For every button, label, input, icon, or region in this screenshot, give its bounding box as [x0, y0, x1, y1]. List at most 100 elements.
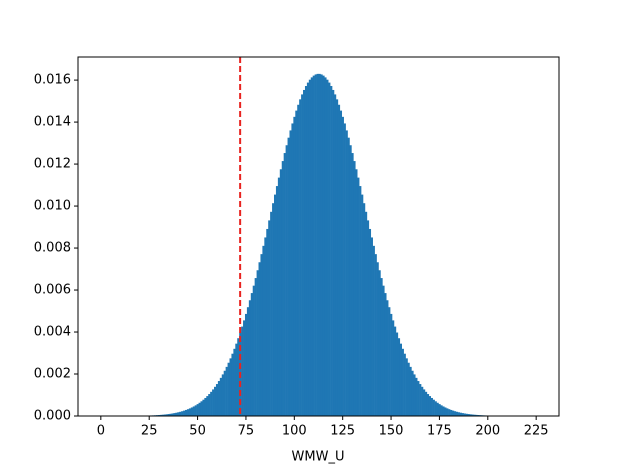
bar — [363, 203, 366, 416]
bar — [301, 94, 304, 417]
y-tick-label: 0.012 — [34, 157, 71, 172]
bar — [314, 74, 317, 417]
bar — [459, 412, 462, 416]
bar — [308, 79, 312, 417]
bar — [254, 278, 257, 416]
bar — [248, 300, 252, 416]
bar — [285, 145, 288, 417]
bar — [202, 399, 205, 416]
bar — [324, 77, 327, 417]
bar — [225, 366, 228, 416]
bar — [194, 405, 197, 416]
bar — [306, 82, 310, 417]
bar — [353, 161, 356, 416]
bar — [382, 285, 385, 416]
bar — [312, 75, 315, 416]
bar — [380, 278, 383, 416]
bar — [215, 384, 219, 416]
bar — [210, 391, 213, 416]
bar — [440, 405, 443, 416]
bar — [316, 73, 319, 416]
bar — [392, 320, 395, 416]
bar — [430, 397, 433, 416]
x-tick-label: 125 — [330, 424, 355, 439]
bar — [366, 220, 370, 416]
bar — [221, 374, 224, 416]
bar — [339, 110, 343, 416]
bar — [256, 270, 259, 416]
bar — [368, 228, 372, 416]
bar — [322, 75, 325, 416]
bar — [241, 326, 244, 416]
x-tick-label: 25 — [141, 424, 158, 439]
bar — [442, 406, 445, 416]
bar — [231, 353, 234, 416]
bar — [475, 414, 478, 416]
bar — [200, 401, 203, 416]
bar — [295, 110, 298, 416]
bar — [471, 414, 474, 416]
bar — [198, 402, 201, 416]
bar — [283, 153, 286, 416]
bar — [190, 407, 194, 416]
bar — [333, 94, 337, 417]
bar — [233, 348, 236, 416]
x-tick-label: 0 — [97, 424, 105, 439]
bar — [250, 293, 254, 416]
bar — [411, 370, 414, 416]
bar — [184, 409, 188, 416]
bar — [397, 338, 401, 416]
bar — [374, 254, 377, 416]
bar — [320, 74, 323, 417]
bar — [376, 262, 379, 416]
x-tick-label: 150 — [379, 424, 404, 439]
bar — [171, 413, 174, 416]
bar — [359, 186, 362, 416]
bar — [227, 362, 230, 416]
bar — [175, 412, 178, 416]
bar — [332, 89, 335, 416]
x-tick-label: 50 — [189, 424, 206, 439]
bar — [208, 394, 211, 416]
bar — [264, 237, 267, 416]
bar — [395, 332, 399, 416]
bar — [455, 411, 459, 416]
bar — [266, 228, 269, 416]
bar — [181, 411, 184, 416]
bar — [179, 411, 182, 416]
bar — [417, 381, 420, 416]
bar — [351, 153, 354, 416]
bar — [370, 237, 373, 416]
bar — [287, 137, 290, 416]
y-tick-label: 0.002 — [34, 367, 71, 382]
bar — [243, 320, 246, 416]
y-tick-label: 0.010 — [34, 199, 71, 214]
bar — [450, 409, 453, 416]
bar — [161, 414, 165, 416]
bar — [318, 73, 321, 416]
bar — [465, 413, 468, 416]
bar — [229, 358, 232, 416]
bar — [188, 408, 192, 416]
bar — [438, 404, 441, 416]
bar — [260, 254, 263, 416]
bar — [192, 406, 195, 416]
bar — [169, 413, 172, 416]
bar — [426, 394, 430, 416]
bar — [390, 313, 393, 416]
bar — [444, 407, 447, 416]
bar — [246, 307, 250, 416]
bar — [212, 389, 215, 416]
bar — [349, 145, 352, 417]
bar — [448, 409, 451, 416]
bar — [252, 285, 255, 416]
bar — [399, 343, 402, 416]
bar — [372, 245, 375, 416]
x-tick-label: 100 — [282, 424, 307, 439]
bar — [177, 412, 180, 416]
bar — [337, 104, 341, 417]
bar — [167, 414, 170, 416]
bar — [310, 77, 313, 417]
bar — [419, 384, 422, 416]
